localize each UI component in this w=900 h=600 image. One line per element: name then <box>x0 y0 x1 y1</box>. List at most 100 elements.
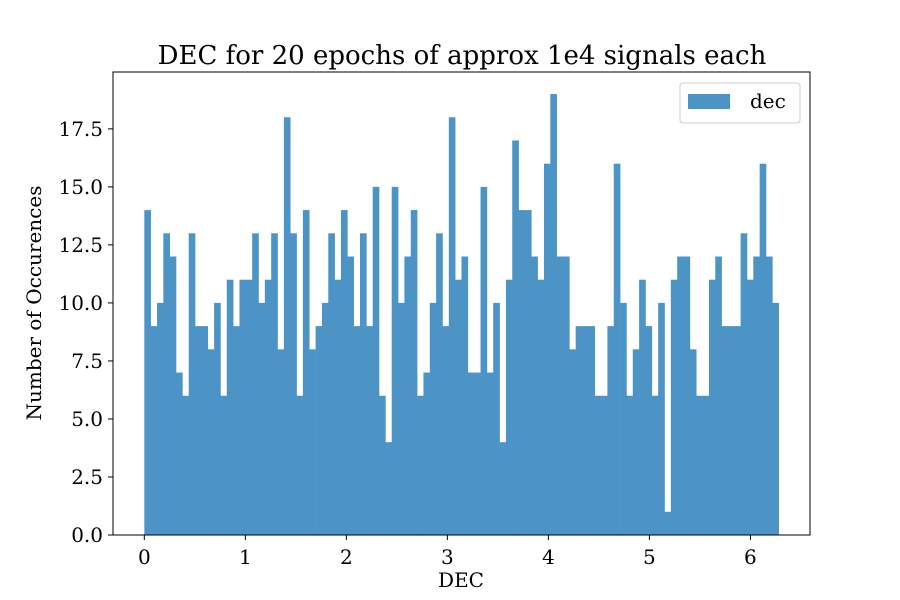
histogram-bar <box>176 372 183 535</box>
histogram-bar <box>226 279 234 535</box>
histogram-bars <box>144 94 779 536</box>
histogram-bar <box>423 372 431 535</box>
histogram-bar <box>429 302 437 535</box>
histogram-bar <box>233 326 240 535</box>
histogram-bar <box>696 395 703 535</box>
y-axis-label: Number of Occurences <box>22 186 46 421</box>
histogram-bar <box>334 279 342 535</box>
histogram-bar <box>461 256 469 535</box>
histogram-bar <box>271 233 278 535</box>
histogram-bar <box>321 302 329 535</box>
legend-label: dec <box>750 89 786 113</box>
histogram-bar <box>404 256 412 535</box>
histogram-bar <box>512 140 519 535</box>
histogram-bar <box>632 349 640 535</box>
y-tick-label: 0.0 <box>71 523 103 547</box>
histogram-bar <box>455 279 462 535</box>
histogram-bar <box>518 210 526 536</box>
histogram-bar <box>562 256 570 535</box>
histogram-bar <box>207 349 215 535</box>
y-axis-ticks: 0.0 2.5 5.0 7.5 10.0 12.5 15.0 17.5 <box>58 117 113 547</box>
histogram-bar <box>169 256 177 535</box>
histogram-bar <box>315 326 323 535</box>
histogram-bar <box>417 395 424 535</box>
histogram-bar <box>531 256 538 535</box>
histogram-bar <box>239 279 247 535</box>
histogram-bar <box>746 279 754 535</box>
legend: dec <box>679 82 801 124</box>
histogram-bar <box>575 326 583 535</box>
histogram-bar <box>448 117 456 535</box>
histogram-bar <box>391 186 399 535</box>
histogram-bar <box>543 163 551 535</box>
y-tick-label: 17.5 <box>58 117 103 141</box>
histogram-bar <box>505 279 513 535</box>
histogram-bar <box>613 163 621 535</box>
histogram-bar <box>340 210 348 536</box>
histogram-bar <box>379 395 386 535</box>
histogram-bar <box>436 233 443 535</box>
histogram-bar <box>639 279 646 535</box>
histogram-bar <box>366 326 373 535</box>
histogram-bar <box>677 256 684 535</box>
histogram-bar <box>467 372 475 535</box>
histogram-bar <box>727 326 735 535</box>
histogram-bar <box>670 279 678 535</box>
histogram-bar <box>556 256 564 535</box>
histogram-bar <box>410 210 418 536</box>
histogram-bar <box>664 511 672 535</box>
histogram-bar <box>715 256 722 535</box>
histogram-bar <box>474 372 481 535</box>
histogram-bar <box>651 395 659 535</box>
histogram-bar <box>524 210 532 536</box>
histogram-bar <box>188 233 196 535</box>
histogram-bar <box>302 210 310 536</box>
histogram-bar <box>658 302 665 535</box>
histogram-bar <box>626 395 634 535</box>
histogram-bar <box>283 117 291 535</box>
histogram-bar <box>740 233 748 535</box>
histogram-bar <box>347 256 354 535</box>
histogram-bar <box>144 210 151 536</box>
histogram-bar <box>157 302 164 535</box>
histogram-bar <box>245 279 253 535</box>
histogram-bar <box>328 233 335 535</box>
histogram-bar <box>537 279 545 535</box>
histogram-bar <box>607 326 615 535</box>
x-tick-label: 5 <box>643 545 656 569</box>
histogram-bar <box>645 326 653 535</box>
histogram-bar <box>601 395 608 535</box>
histogram-bar <box>195 326 202 535</box>
x-tick-label: 3 <box>441 545 454 569</box>
plot-frame <box>112 71 811 536</box>
histogram-bar <box>258 302 266 535</box>
y-tick-label: 2.5 <box>71 465 103 489</box>
histogram-bar <box>264 279 272 535</box>
x-tick-label: 4 <box>542 545 555 569</box>
histogram-bar <box>721 326 729 535</box>
histogram-bar <box>582 326 589 535</box>
histogram-bar <box>594 395 602 535</box>
histogram-bar <box>277 349 285 535</box>
x-tick-label: 1 <box>239 545 252 569</box>
histogram-bar <box>201 326 209 535</box>
x-tick-label: 2 <box>340 545 353 569</box>
histogram-bar <box>734 326 741 535</box>
x-tick-label: 6 <box>744 545 757 569</box>
histogram-bar <box>683 256 691 535</box>
histogram-bar <box>296 395 304 535</box>
histogram-bar <box>753 256 760 535</box>
x-axis-ticks: 0 1 2 3 4 5 6 <box>138 535 757 569</box>
histogram-bar <box>708 279 716 535</box>
histogram-bar <box>360 233 367 535</box>
legend-swatch <box>688 94 730 109</box>
y-tick-label: 7.5 <box>71 349 103 373</box>
histogram-bar <box>486 372 494 535</box>
chart-title: DEC for 20 epochs of approx 1e4 signals … <box>158 41 767 71</box>
histogram-bar <box>385 442 393 535</box>
y-tick-label: 5.0 <box>71 407 103 431</box>
histogram-bar <box>163 233 170 535</box>
histogram-bar <box>689 349 697 535</box>
y-tick-label: 10.0 <box>58 291 103 315</box>
